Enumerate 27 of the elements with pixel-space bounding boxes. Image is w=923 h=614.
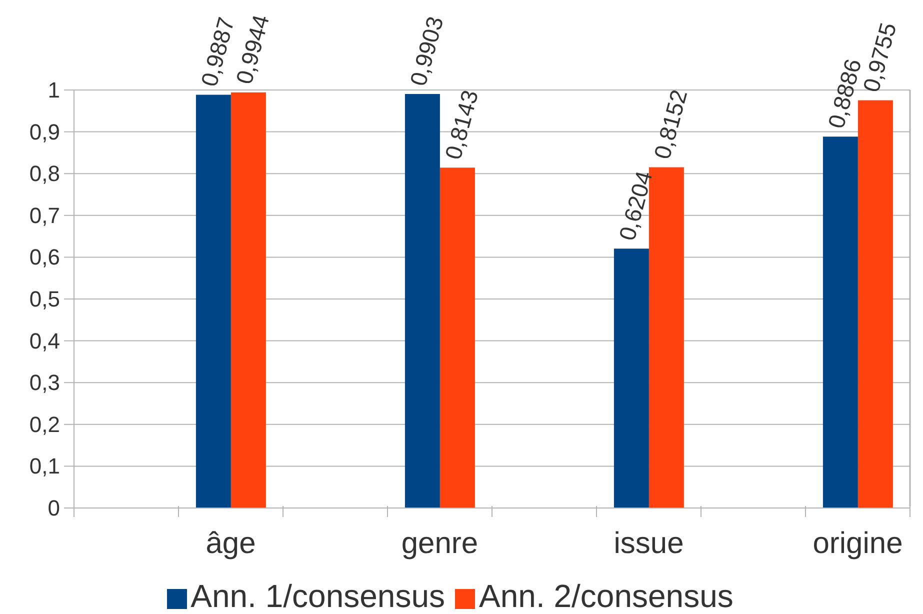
legend-label: Ann. 2/consensus (479, 578, 734, 614)
data-label: 0,6204 (614, 168, 658, 244)
data-label: 0,8152 (648, 86, 692, 162)
y-tick-label: 0,2 (29, 412, 60, 437)
bar (614, 248, 649, 508)
x-tick-label: origine (812, 527, 903, 560)
y-tick-label: 1 (48, 78, 60, 102)
y-tick-label: 0,7 (29, 202, 60, 228)
y-tick-label: 0 (48, 496, 60, 520)
data-label: 0,9903 (404, 14, 448, 88)
y-tick-label: 0,5 (29, 286, 60, 312)
y-tick-label: 0,9 (29, 119, 60, 144)
y-tick-label: 0,1 (29, 454, 60, 479)
y-tick-label: 0,3 (29, 370, 60, 396)
y-tick-label: 0,8 (29, 161, 60, 186)
legend-label: Ann. 1/consensus (190, 578, 445, 614)
data-label: 0,8143 (440, 87, 484, 162)
bar (822, 136, 858, 508)
bar (404, 94, 440, 508)
x-tick-label: issue (614, 527, 684, 560)
x-tick-label: âge (206, 527, 256, 560)
y-tick-label: 0,6 (29, 244, 60, 270)
bar (196, 94, 231, 508)
x-tick-label: genre (401, 527, 478, 560)
y-tick-label: 0,4 (29, 328, 60, 354)
bar (230, 92, 266, 508)
bar (440, 168, 475, 508)
